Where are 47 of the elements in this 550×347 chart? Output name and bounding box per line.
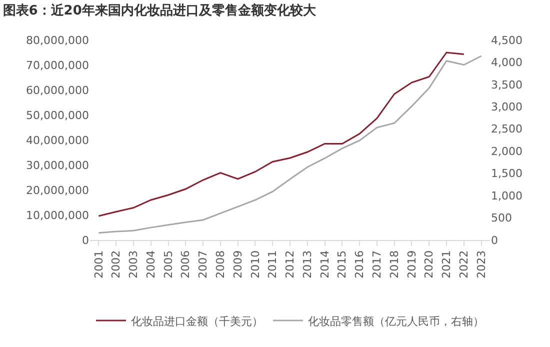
y-tick-label: 40,000,000 — [26, 134, 89, 147]
x-tick-label: 2015 — [336, 250, 349, 278]
x-tick-label: 2009 — [231, 250, 244, 278]
x-tick-label: 2006 — [179, 250, 192, 278]
x-tick-label: 2001 — [92, 250, 106, 278]
x-tick-label: 2011 — [266, 250, 280, 278]
line-series — [98, 52, 465, 217]
x-tick-label: 2013 — [300, 250, 314, 278]
y-tick-label: 70,000,000 — [26, 58, 89, 72]
y2-tick-label: 4,500 — [491, 34, 522, 47]
x-tick-label: 2017 — [370, 250, 384, 278]
y2-tick-label: 3,000 — [491, 100, 522, 114]
x-tick-label: 2005 — [162, 250, 175, 278]
y2-tick-label: 2,000 — [491, 144, 522, 158]
y-tick-label: 20,000,000 — [26, 184, 89, 197]
x-tick-label: 2014 — [318, 250, 332, 278]
x-tick-label: 2018 — [388, 250, 401, 278]
legend-label: 化妆品进口金额（千美元） — [131, 314, 263, 328]
x-tick-label: 2021 — [440, 250, 454, 278]
x-tick-label: 2012 — [284, 250, 297, 278]
y2-tick-label: 1,000 — [491, 189, 522, 202]
chart-title: 图表6：近20年来国内化妆品进口及零售金额变化较大 — [2, 2, 317, 18]
x-tick-label: 2010 — [248, 250, 262, 278]
x-tick-label: 2002 — [110, 250, 123, 278]
y-tick-label: 0 — [82, 234, 89, 247]
y2-tick-label: 500 — [491, 212, 512, 225]
y2-tick-label: 0 — [491, 234, 498, 247]
x-tick-label: 2020 — [422, 250, 436, 278]
y2-tick-label: 4,000 — [491, 56, 522, 70]
x-tick-label: 2023 — [474, 250, 488, 278]
y-tick-label: 80,000,000 — [26, 34, 89, 47]
x-tick-label: 2008 — [214, 250, 228, 278]
y2-tick-label: 2,500 — [491, 122, 522, 136]
y2-tick-label: 3,500 — [491, 78, 522, 92]
x-tick-label: 2016 — [353, 250, 366, 278]
y-tick-label: 10,000,000 — [26, 208, 89, 222]
y2-tick-label: 1,500 — [491, 167, 522, 180]
x-tick-label: 2004 — [144, 250, 158, 278]
x-tick-label: 2003 — [127, 250, 140, 278]
legend-label: 化妆品零售额（亿元人民币，右轴） — [308, 314, 484, 328]
y-tick-label: 50,000,000 — [26, 108, 89, 122]
x-tick-label: 2022 — [457, 250, 470, 278]
line-series — [98, 55, 482, 234]
x-tick-label: 2007 — [196, 250, 210, 278]
y-tick-label: 60,000,000 — [26, 84, 89, 97]
x-tick-label: 2019 — [405, 250, 418, 278]
y-tick-label: 30,000,000 — [26, 158, 89, 172]
